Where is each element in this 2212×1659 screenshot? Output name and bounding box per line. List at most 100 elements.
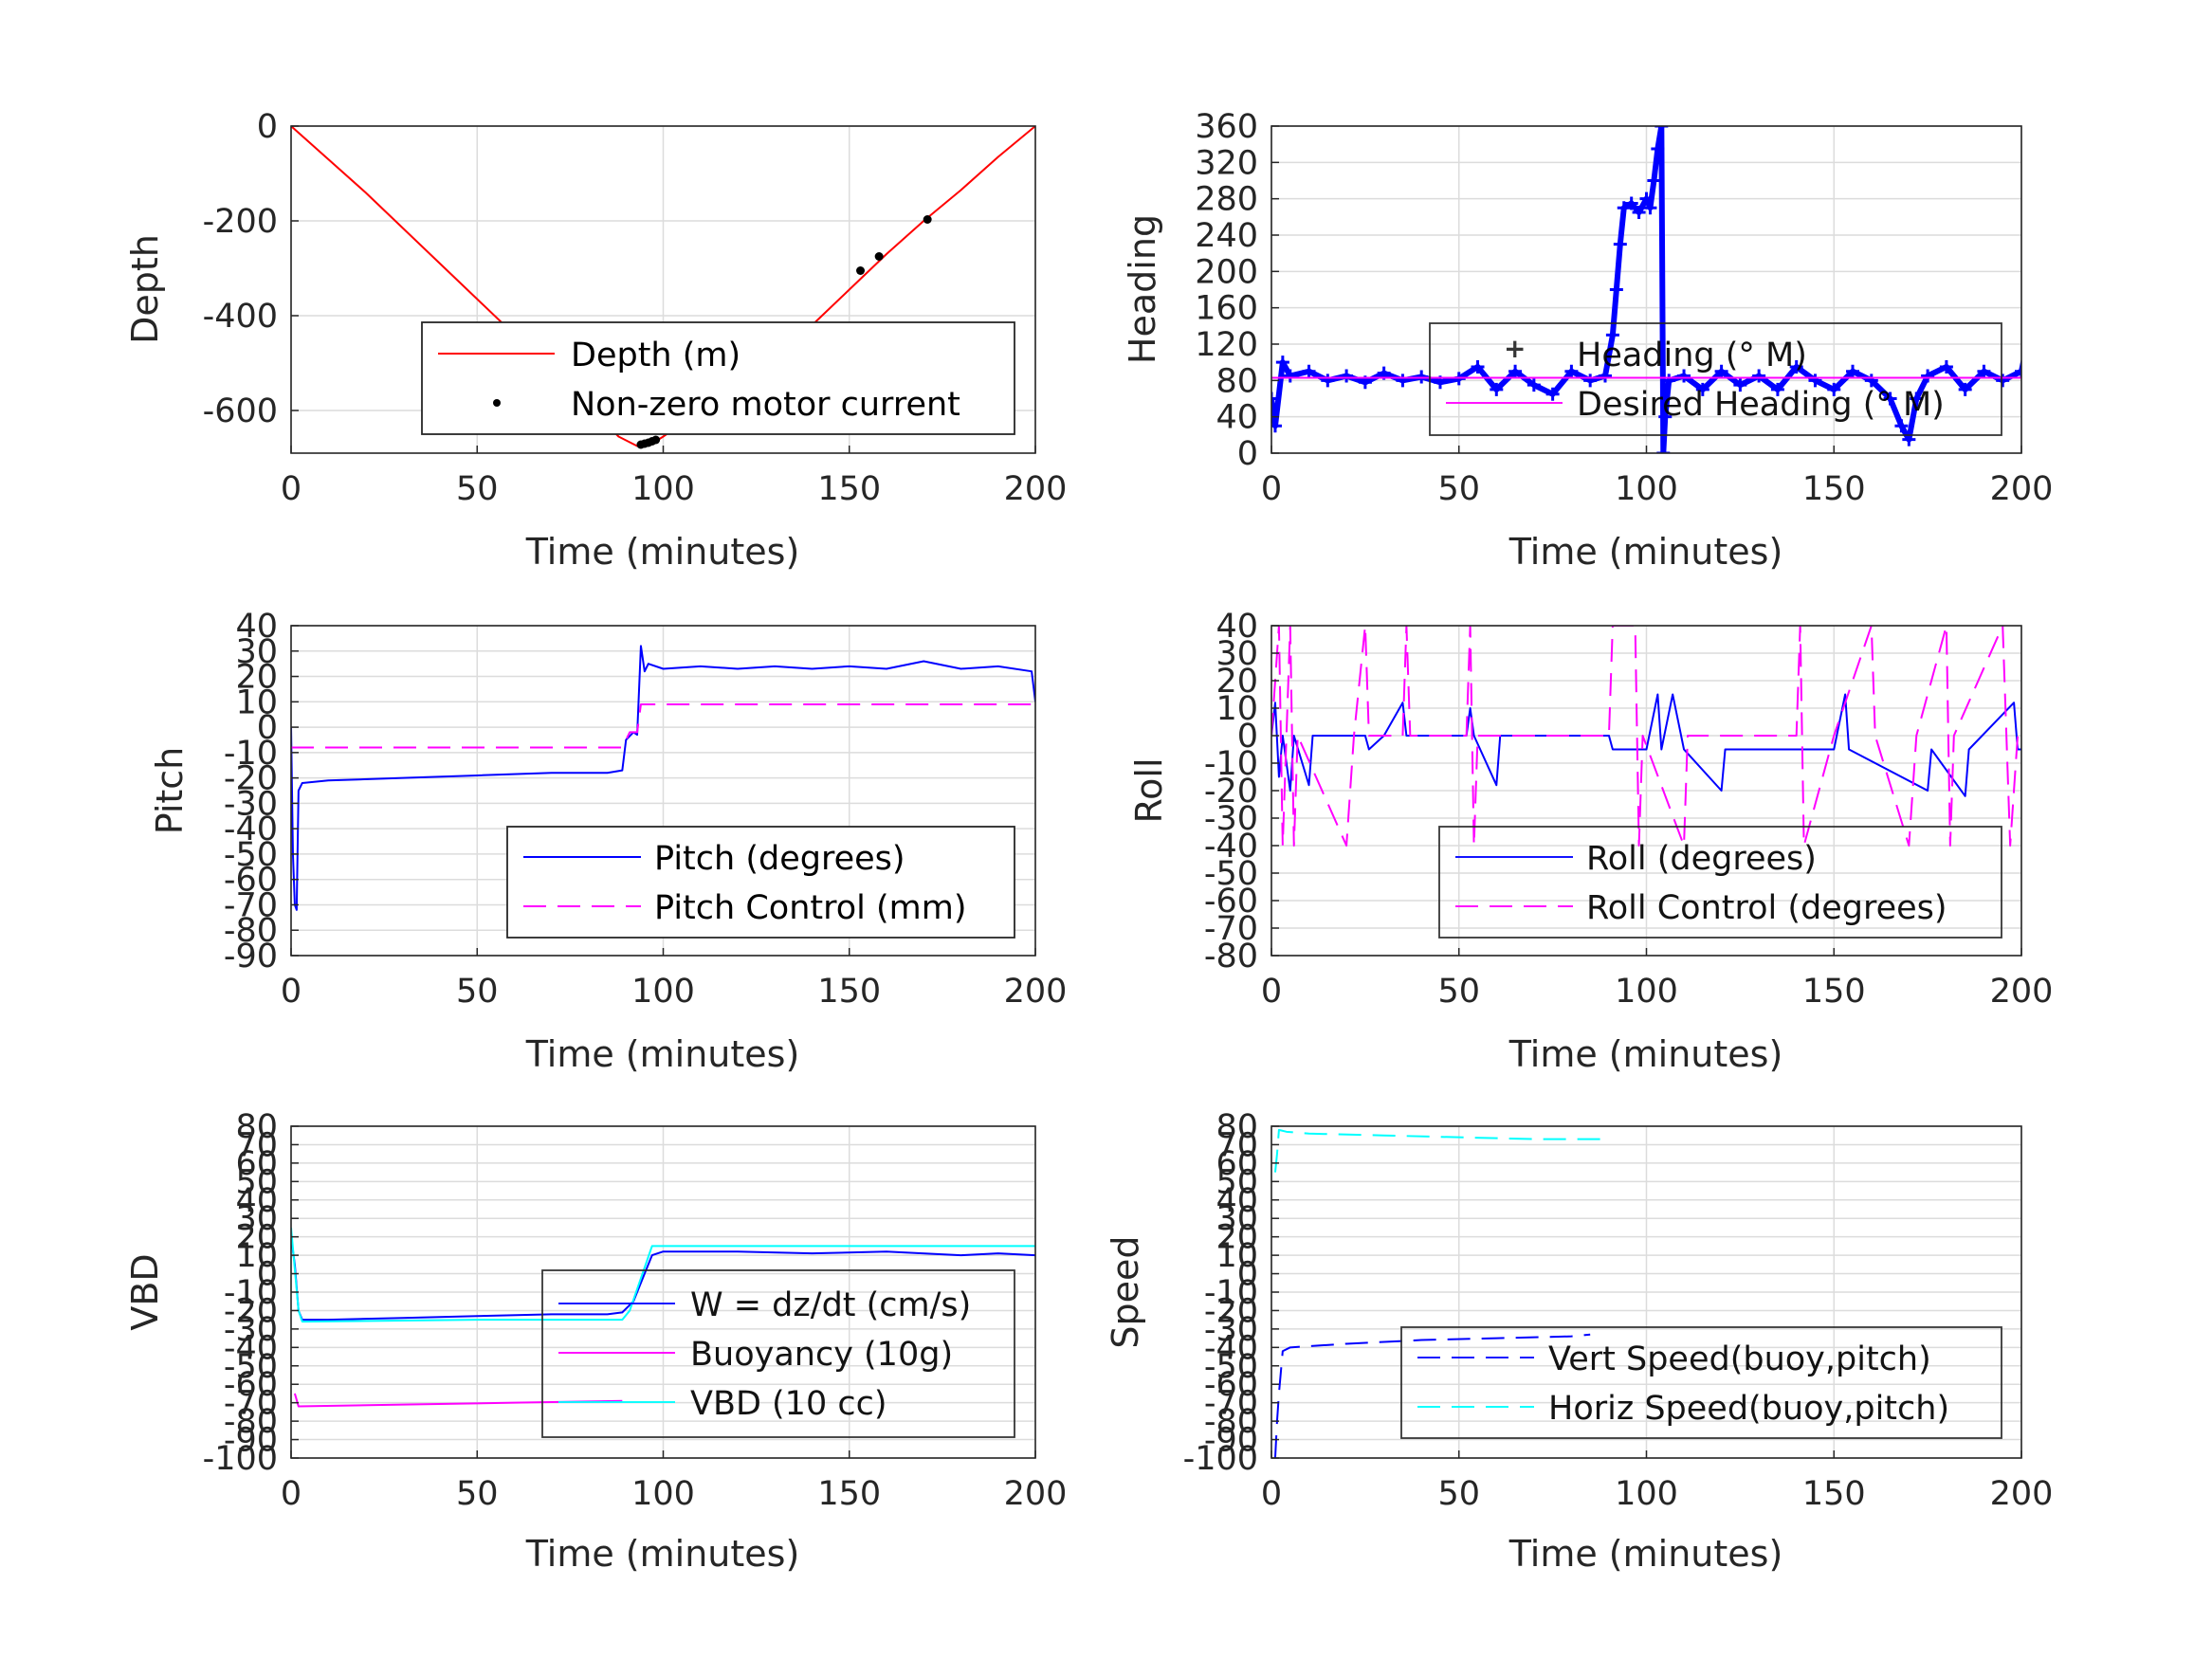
heading-series-0-point-30 (1651, 141, 1665, 155)
speed-ytick-label-1: 70 (1216, 1126, 1258, 1164)
vbd-series-2-line (291, 1227, 1035, 1323)
depth-chart: 0 50 100 150 200 0 -200 -400 -600 Time (minutes)… (124, 108, 1067, 573)
depth-series-1-point-4 (651, 435, 661, 445)
heading-series-0-point-18 (1564, 364, 1579, 378)
vbd-ytick-label-1: 70 (235, 1126, 278, 1164)
speed-ytick-label-13: -50 (1204, 1348, 1258, 1386)
heading-ytick-label-7: 280 (1195, 181, 1258, 219)
speed-xtick-label-2: 100 (1615, 1475, 1678, 1513)
speed-legend: Vert Speed(buoy,pitch) Horiz Speed(buoy,… (1400, 1326, 2002, 1439)
depth-ytick-label-3: -600 (203, 392, 278, 430)
depth-ytick-label-2: -400 (203, 298, 278, 336)
heading-ytick-label-8: 320 (1195, 144, 1258, 182)
heading-xtick-label-1: 50 (1437, 470, 1480, 508)
heading-series-0-point-29 (1647, 173, 1661, 188)
pitch-ytick-label-12: -80 (224, 912, 278, 950)
heading-series-0-point-3 (1283, 369, 1297, 383)
heading-ytick-label-9: 360 (1195, 108, 1258, 146)
heading-series-0-point-2 (1275, 356, 1289, 370)
vbd-ytick-label-13: -50 (224, 1348, 278, 1386)
speed-ytick-label-0: 80 (1216, 1108, 1258, 1146)
vbd-ytick-label-17: -90 (224, 1422, 278, 1460)
depth-legend-box (421, 321, 1015, 435)
heading-ylabel: Heading (1122, 214, 1163, 364)
heading-xlabel: Time (minutes) (1508, 531, 1783, 573)
heading-ytick-label-1: 40 (1216, 399, 1258, 437)
heading-series-0-point-31 (1654, 126, 1669, 133)
speed-legend-label-vert: Vert Speed(buoy,pitch) (1548, 1340, 1931, 1378)
vbd-legend-box (541, 1269, 1015, 1438)
heading-series-0-point-43 (1827, 382, 1841, 396)
roll-legend-box (1438, 826, 2002, 939)
heading-series-0-point-47 (1894, 419, 1909, 433)
depth-xtick-label-0: 0 (281, 470, 302, 508)
heading-series-0-point-38 (1733, 378, 1747, 392)
roll-xtick-label-0: 0 (1261, 973, 1282, 1011)
depth-legend-label-depth: Depth (m) (571, 337, 740, 374)
vbd-ylabel: VBD (124, 1253, 166, 1330)
speed-ytick-label-10: -20 (1204, 1292, 1258, 1330)
vbd-ytick-label-9: -10 (224, 1274, 278, 1312)
roll-ytick-label-5: -10 (1204, 745, 1258, 783)
heading-series-0-point-9 (1396, 374, 1410, 388)
heading-xtick-label-3: 150 (1802, 470, 1866, 508)
vbd-ytick-label-0: 80 (235, 1108, 278, 1146)
roll-ylabel: Roll (1128, 757, 1170, 823)
heading-series-0-point-53 (1977, 364, 1991, 378)
vbd-ytick-label-3: 50 (235, 1163, 278, 1201)
heading-series-0-point-33 (1658, 410, 1673, 424)
speed-ytick-label-17: -90 (1204, 1422, 1258, 1460)
vbd-legend-label-w: W = dz/dt (cm/s) (690, 1286, 971, 1324)
roll-xtick-label-2: 100 (1615, 973, 1678, 1011)
speed-ytick-label-16: -80 (1204, 1403, 1258, 1441)
roll-ticks: 0 50 100 150 200403020100-10-20-30-40-50-60-… (1204, 608, 2054, 1011)
vbd-xtick-label-1: 50 (456, 1475, 499, 1513)
vbd-xlabel: Time (minutes) (525, 1533, 800, 1575)
speed-series-1-line (1273, 1128, 1605, 1173)
heading-series-0-point-44 (1846, 364, 1860, 378)
roll-ytick-label-10: -60 (1204, 883, 1258, 921)
heading-legend-marker-heading: + (1504, 333, 1526, 364)
depth-xtick-label-3: 150 (817, 470, 881, 508)
heading-series-0-point-22 (1609, 283, 1623, 297)
heading-series-0-point-28 (1643, 201, 1657, 215)
roll-chart: 0 50 100 150 200403020100-10-20-30-40-50-60-… (1128, 608, 2053, 1075)
vbd-ytick-label-7: 10 (235, 1237, 278, 1275)
heading-series-0-point-54 (1996, 374, 2010, 388)
speed-ytick-label-6: 20 (1216, 1219, 1258, 1257)
heading-series-0-point-45 (1864, 374, 1878, 388)
pitch-xtick-label-3: 150 (817, 973, 881, 1011)
pitch-ytick-label-2: 20 (235, 659, 278, 697)
speed-xtick-label-4: 200 (1990, 1475, 2054, 1513)
heading-series-0-point-19 (1583, 374, 1598, 388)
vbd-xtick-label-0: 0 (281, 1475, 302, 1513)
heading-legend-box (1429, 322, 2002, 436)
vbd-xtick-label-4: 200 (1004, 1475, 1068, 1513)
roll-ytick-label-4: 0 (1237, 718, 1258, 756)
speed-ytick-label-8: 0 (1237, 1256, 1258, 1294)
heading-series-0-point-40 (1770, 382, 1784, 396)
roll-xtick-label-1: 50 (1437, 973, 1480, 1011)
pitch-legend-box (506, 826, 1015, 939)
heading-ytick-label-0: 0 (1237, 435, 1258, 473)
vbd-ytick-label-8: 0 (257, 1256, 278, 1294)
depth-legend-label-motor: Non-zero motor current (571, 386, 960, 424)
heading-series-0-point-16 (1526, 378, 1541, 392)
heading-series-0-point-56 (2022, 328, 2036, 341)
heading-series (1271, 126, 2036, 453)
pitch-ytick-label-4: 0 (257, 709, 278, 747)
pitch-ytick-label-3: 10 (235, 684, 278, 721)
vbd-ticks: 0 50 100 150 20080706050403020100-10-20-30-4… (203, 1108, 1068, 1513)
heading-series-0-point-55 (2015, 364, 2021, 378)
heading-series-0-point-41 (1789, 359, 1803, 374)
heading-series-0-point-1 (1271, 419, 1282, 433)
pitch-legend-label-pitch: Pitch (degrees) (654, 840, 905, 878)
heading-series-0-point-21 (1605, 328, 1619, 342)
speed-xtick-label-1: 50 (1437, 1475, 1480, 1513)
speed-series-0-line (1273, 1333, 1591, 1458)
heading-legend-label-heading: Heading (° M) (1577, 337, 1807, 374)
pitch-ticks: 0 50 100 150 200403020100-10-20-30-40-50-60-… (224, 608, 1068, 1011)
heading-series-0-point-23 (1613, 237, 1627, 251)
vbd-ytick-label-14: -60 (224, 1366, 278, 1404)
